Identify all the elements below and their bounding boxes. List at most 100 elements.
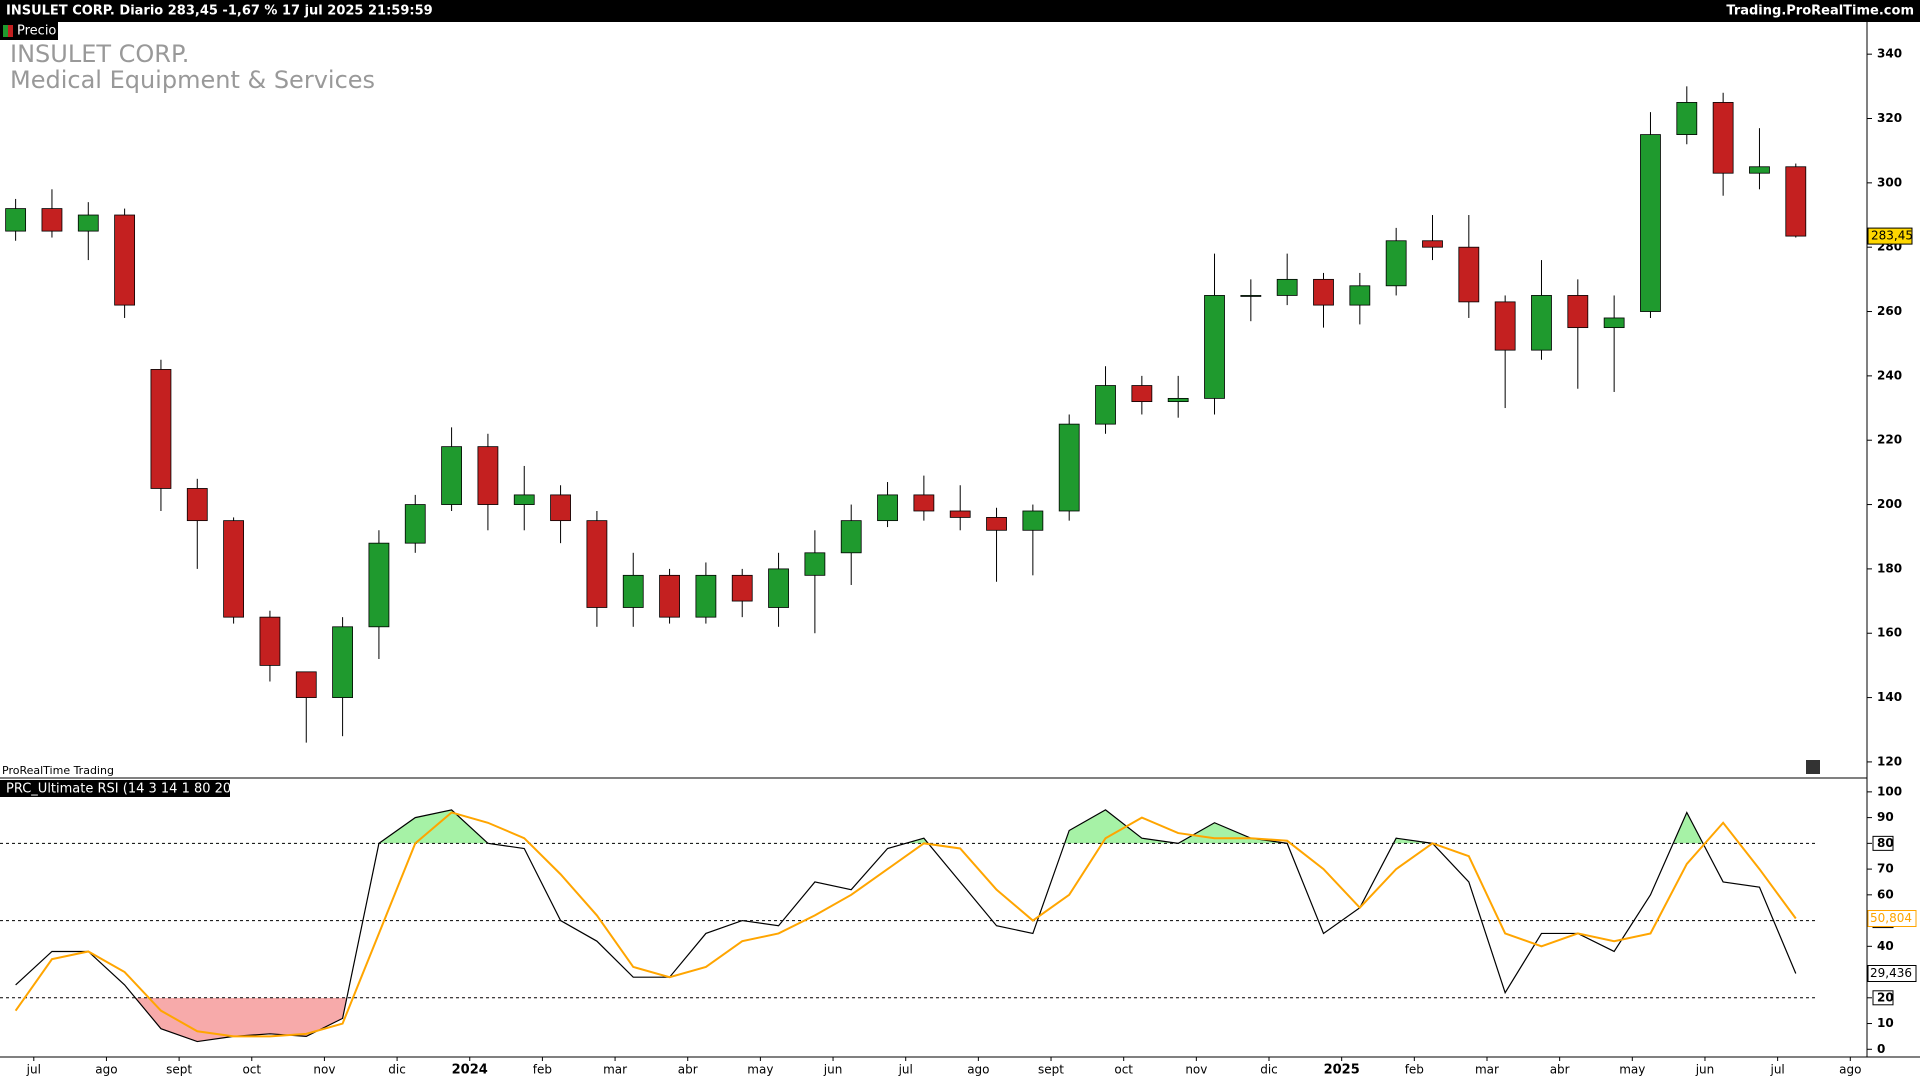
oversold-fill (15, 997, 1796, 1042)
x-tick-label: oct (242, 1063, 261, 1077)
candle-body (513, 494, 535, 505)
candle-body (877, 494, 898, 522)
candle-body (731, 574, 753, 602)
candle-body (441, 446, 462, 505)
x-tick-label: ago (1839, 1063, 1861, 1077)
candle-body (1022, 510, 1044, 531)
x-tick-label: sept (166, 1063, 192, 1077)
y-tick-label: 0 (1877, 1042, 1885, 1056)
candle-body (1712, 102, 1734, 174)
x-tick-label: 2025 (1324, 1063, 1360, 1078)
last-value-box (1867, 965, 1917, 983)
y-tick-label: 100 (1877, 784, 1902, 798)
watermark-title: INSULET CORP. (10, 40, 189, 68)
watermark-subtitle: Medical Equipment & Services (10, 66, 375, 94)
candle-body (1095, 385, 1116, 425)
candle-body (659, 574, 680, 618)
y-tick-label: 90 (1877, 810, 1894, 824)
candle-body (695, 574, 717, 618)
candle-body (804, 552, 826, 576)
x-tick-label: jun (1695, 1063, 1715, 1077)
candle-body (332, 626, 353, 698)
x-tick-label: oct (1114, 1063, 1133, 1077)
x-tick-label: dic (388, 1063, 406, 1077)
candle-body (586, 520, 608, 608)
tag-icon (3, 25, 8, 37)
x-tick-label: may (747, 1063, 773, 1077)
candle-body (1785, 166, 1807, 237)
candle-body (1385, 240, 1407, 287)
tag-icon (8, 25, 13, 37)
x-tick-label: dic (1260, 1063, 1278, 1077)
candle-body (1349, 285, 1371, 306)
y-tick-label: 20 (1877, 990, 1894, 1004)
y-tick-label: 180 (1877, 561, 1902, 575)
last-price-label: 283,45 (1871, 229, 1913, 243)
x-tick-label: ago (967, 1063, 989, 1077)
y-tick-label: 10 (1877, 1016, 1894, 1030)
candle-body (1422, 240, 1443, 248)
header-site: Trading.ProRealTime.com (1726, 4, 1914, 19)
x-tick-label: feb (533, 1063, 552, 1077)
candle-body (1531, 295, 1552, 351)
x-tick-label: nov (313, 1063, 335, 1077)
y-tick-label: 80 (1877, 836, 1894, 850)
candle-body (550, 494, 571, 522)
candle-body (368, 542, 390, 628)
y-tick-label: 240 (1877, 368, 1902, 382)
candle-body (768, 568, 789, 608)
info-icon[interactable] (1806, 760, 1820, 774)
x-tick-label: abr (1550, 1063, 1570, 1077)
candle-body (150, 369, 172, 489)
candle-body (1204, 295, 1225, 399)
candle-body (1749, 166, 1770, 174)
rsi-tag-box (0, 780, 230, 797)
candle-body (1676, 102, 1698, 135)
x-tick-label: nov (1185, 1063, 1207, 1077)
candle-body (1603, 317, 1625, 329)
level-label-box (1872, 990, 1894, 1006)
candle-body (1058, 423, 1080, 512)
candle-body (259, 616, 281, 666)
candle-body (77, 214, 99, 232)
x-tick-label: ago (95, 1063, 117, 1077)
y-tick-label: 320 (1877, 111, 1902, 125)
last-price-box (1867, 227, 1913, 245)
candle-body (1276, 278, 1298, 296)
candle-body (840, 520, 862, 554)
candle-body (622, 574, 644, 608)
y-tick-label: 40 (1877, 939, 1894, 953)
candle-body (404, 504, 426, 544)
candle-body (223, 520, 245, 618)
x-tick-label: jul (26, 1063, 41, 1077)
x-tick-label: jun (823, 1063, 843, 1077)
x-tick-label: feb (1405, 1063, 1424, 1077)
candle-body (114, 214, 136, 306)
y-tick-label: 70 (1877, 862, 1894, 876)
candle-body (295, 671, 317, 698)
candle-body (1567, 295, 1589, 329)
last-value-box (1867, 910, 1917, 928)
x-tick-label: may (1619, 1063, 1645, 1077)
candle-body (1167, 397, 1189, 403)
y-tick-label: 160 (1877, 626, 1902, 640)
x-tick-label: 2024 (452, 1063, 488, 1078)
top-bar (0, 0, 1920, 22)
level-label-box (1872, 835, 1894, 851)
panel-footer: ProRealTime Trading (2, 764, 114, 777)
x-tick-label: sept (1038, 1063, 1064, 1077)
x-tick-label: mar (1475, 1063, 1499, 1077)
rsi-line (15, 809, 1797, 1043)
rsi-title: PRC_Ultimate RSI (14 3 14 1 80 20) (6, 782, 236, 797)
rsi-line (14, 811, 1797, 1038)
candle-body (1313, 278, 1334, 306)
y-tick-label: 140 (1877, 690, 1902, 704)
y-tick-label: 340 (1877, 47, 1902, 61)
header-title: INSULET CORP. Diario 283,45 -1,67 % 17 j… (6, 4, 433, 19)
y-tick-label: 120 (1877, 754, 1902, 768)
x-tick-label: mar (603, 1063, 627, 1077)
x-tick-label: jul (898, 1063, 913, 1077)
candle-body (949, 510, 971, 518)
x-tick-label: abr (678, 1063, 698, 1077)
